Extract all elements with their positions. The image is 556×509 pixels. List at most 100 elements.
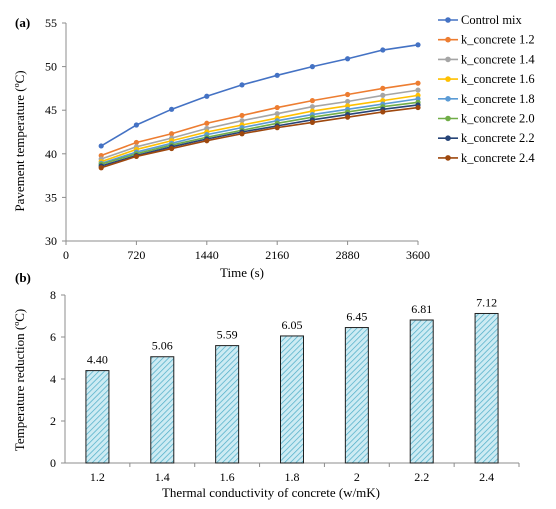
data-point [274, 125, 280, 131]
legend-label: k_concrete 1.6 [461, 72, 535, 86]
y-tick-label: 6 [50, 330, 56, 344]
panel-label-a: (a) [15, 15, 30, 30]
x-tick-label: 720 [127, 248, 145, 262]
legend-marker [445, 76, 451, 82]
y-axis-label-b: Temperature reduction (ºC) [12, 309, 27, 451]
panel-label-b: (b) [15, 270, 31, 285]
legend-label: k_concrete 1.2 [461, 33, 535, 47]
legend-item: k_concrete 1.8 [438, 92, 535, 106]
data-label: 7.12 [476, 295, 497, 309]
data-point [239, 112, 245, 119]
legend-label: k_concrete 2.4 [461, 151, 535, 165]
data-label: 6.45 [346, 310, 367, 324]
y-tick-label: 55 [45, 16, 57, 30]
bar [409, 319, 434, 464]
x-tick-label: 1440 [195, 248, 219, 262]
y-tick-label: 2 [50, 414, 56, 428]
data-point [345, 98, 351, 105]
legend-marker [445, 36, 451, 43]
x-tick-label: 1.2 [90, 470, 105, 484]
legend-item: k_concrete 1.2 [438, 33, 535, 47]
legend-label: k_concrete 1.8 [461, 92, 535, 106]
y-tick-label: 4 [50, 372, 56, 386]
x-tick-label: 2.4 [479, 470, 494, 484]
bar [150, 356, 175, 464]
series-k-concrete-1-4 [98, 87, 421, 162]
x-tick-label: 1.4 [155, 470, 170, 484]
data-point [239, 82, 245, 88]
y-tick-label: 8 [50, 288, 56, 302]
data-point [239, 118, 245, 124]
legend-item: k_concrete 2.4 [438, 151, 535, 165]
series-line [100, 101, 419, 166]
bar [344, 327, 369, 464]
legend-marker [445, 56, 451, 63]
y-tick-label: 45 [45, 103, 57, 117]
legend-label: k_concrete 1.4 [461, 52, 535, 66]
axes-b: 0 2 4 6 8 1.2 1.4 1.6 1.8 2 2.2 2.4 [50, 288, 520, 484]
series-line [100, 82, 419, 157]
x-tick-label: 1.6 [220, 470, 235, 484]
x-tick-label: 2160 [265, 248, 289, 262]
x-tick-label: 2 [354, 470, 360, 484]
data-point [345, 91, 351, 98]
bars-group: 4.40 5.06 5.59 6.05 6.45 6.81 7.12 [85, 295, 499, 464]
data-point [98, 165, 104, 171]
series-line [100, 104, 419, 167]
legend-item: k_concrete 2.2 [438, 131, 535, 145]
data-point [274, 72, 280, 78]
legend-label: k_concrete 2.2 [461, 131, 535, 145]
data-point [345, 114, 351, 120]
data-point [239, 131, 245, 137]
legend-item: Control mix [438, 13, 523, 27]
data-point [380, 85, 386, 91]
legend-item: k_concrete 1.6 [438, 72, 535, 86]
axes-a: 30 35 40 45 50 55 0 720 1440 2160 2880 3600 [45, 16, 430, 262]
data-point [274, 111, 280, 117]
bar [85, 370, 110, 464]
data-label: 6.05 [282, 318, 303, 332]
series-line [100, 89, 419, 160]
data-label: 4.40 [87, 353, 108, 367]
y-axis-label-a: Pavement temperature (ºC) [12, 70, 27, 211]
data-point [309, 104, 315, 110]
data-point [309, 98, 315, 104]
y-tick-label: 50 [45, 60, 57, 74]
series-control-mix [98, 42, 421, 149]
data-point [204, 138, 210, 144]
data-point [380, 92, 386, 98]
legend-marker [445, 115, 451, 122]
bar [215, 345, 240, 464]
legend-marker [445, 96, 451, 102]
legend-label: Control mix [461, 13, 523, 27]
data-point [133, 122, 139, 128]
data-label: 6.81 [411, 302, 432, 316]
y-tick-label: 0 [50, 456, 56, 470]
x-tick-label: 2880 [336, 248, 360, 262]
data-point [133, 153, 139, 160]
y-tick-label: 35 [45, 190, 57, 204]
x-tick-label: 2.2 [414, 470, 429, 484]
series-k-concrete-1-2 [98, 80, 421, 159]
series-group [98, 42, 421, 171]
data-point [169, 131, 175, 137]
data-point [380, 47, 386, 53]
data-point [169, 145, 175, 152]
y-tick-label: 40 [45, 147, 57, 161]
legend-marker [445, 135, 451, 141]
x-tick-label: 0 [63, 248, 69, 262]
line-chart-panel: (a) Pavement temperature (ºC) Time (s) 3… [12, 13, 535, 280]
data-point [204, 120, 210, 126]
legend-marker [445, 155, 451, 161]
series-line [100, 98, 419, 165]
bar-chart-panel: (b) Temperature reduction (ºC) Thermal c… [12, 270, 520, 500]
data-label: 5.06 [152, 339, 173, 353]
data-point [345, 56, 351, 62]
series-line [100, 106, 419, 169]
data-point [98, 143, 104, 149]
data-point [415, 87, 421, 93]
data-point [204, 93, 210, 99]
series-line [100, 94, 419, 163]
data-point [380, 109, 386, 115]
